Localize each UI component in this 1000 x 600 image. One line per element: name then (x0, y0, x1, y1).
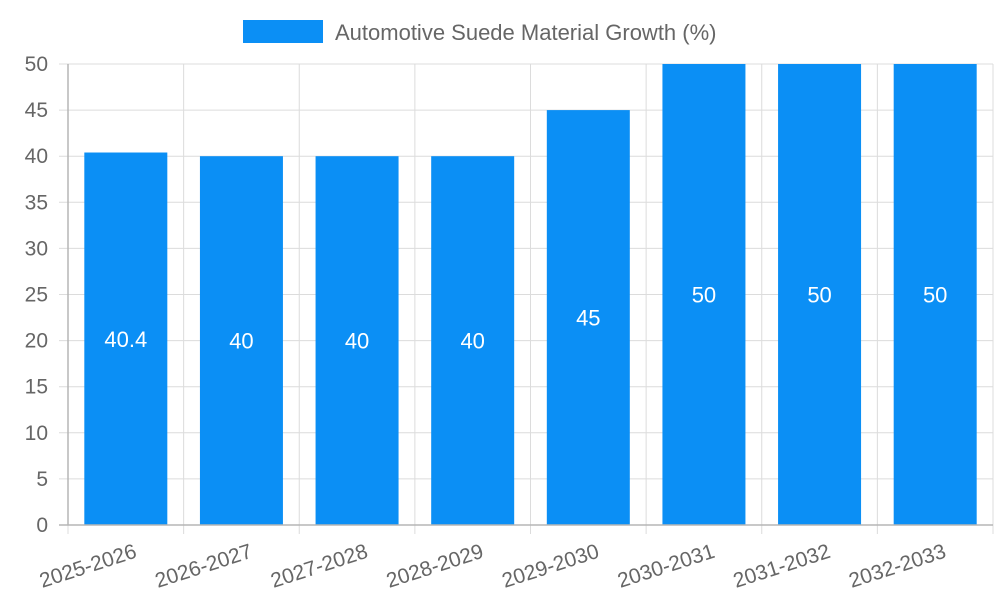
bars-layer (84, 64, 977, 525)
bar-data-label: 40 (345, 329, 369, 354)
legend-swatch[interactable] (243, 20, 323, 43)
bar[interactable] (84, 152, 168, 525)
y-tick-label: 5 (36, 468, 48, 491)
x-tick-label: 2026-2027 (152, 540, 255, 593)
bar[interactable] (315, 156, 399, 525)
bar-data-label: 40.4 (104, 327, 147, 352)
y-tick-label: 35 (25, 191, 48, 214)
bar-data-label: 50 (923, 283, 947, 308)
legend[interactable]: Automotive Suede Material Growth (%) (243, 20, 717, 45)
bar-data-label: 40 (460, 329, 484, 354)
y-tick-label: 10 (25, 422, 48, 445)
y-tick-label: 45 (25, 99, 48, 122)
bar[interactable] (893, 64, 977, 525)
x-tick-label: 2031-2032 (730, 540, 833, 593)
bar-data-label: 50 (807, 283, 831, 308)
y-tick-label: 30 (25, 237, 48, 260)
y-tick-label: 20 (25, 330, 48, 353)
x-tick-label: 2028-2029 (384, 540, 487, 593)
bar[interactable] (546, 110, 630, 525)
y-tick-label: 50 (25, 53, 48, 76)
x-tick-label: 2029-2030 (499, 540, 602, 593)
axes-layer (59, 64, 993, 526)
bar-data-label: 45 (576, 306, 600, 331)
x-tick-label: 2025-2026 (37, 540, 140, 593)
bar[interactable] (431, 156, 515, 525)
y-tick-label: 25 (25, 284, 48, 307)
x-tick-label: 2027-2028 (268, 540, 371, 593)
bar[interactable] (778, 64, 862, 525)
y-tick-label: 0 (36, 514, 48, 537)
y-tick-label: 40 (25, 145, 48, 168)
y-tick-label: 15 (25, 376, 48, 399)
bar-data-label: 50 (692, 283, 716, 308)
legend-label[interactable]: Automotive Suede Material Growth (%) (335, 20, 717, 45)
x-tick-label: 2030-2031 (615, 540, 718, 593)
bar-data-label: 40 (229, 329, 253, 354)
x-tick-label: 2032-2033 (846, 540, 949, 593)
bar[interactable] (662, 64, 746, 525)
bar[interactable] (199, 156, 283, 525)
